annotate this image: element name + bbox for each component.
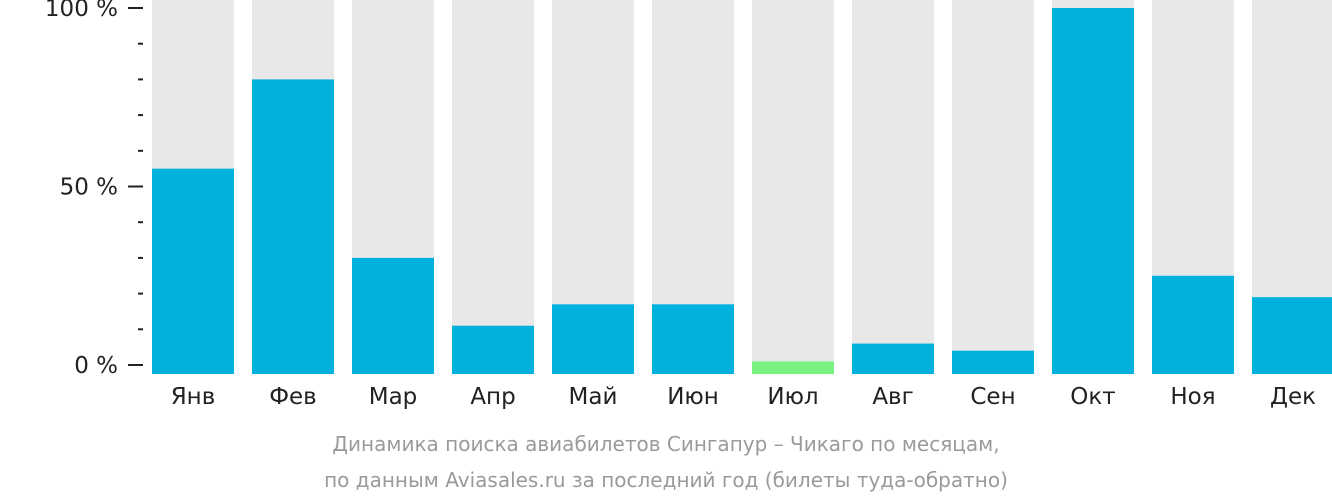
- bar-track: [452, 0, 534, 374]
- bar: [952, 350, 1034, 374]
- bar: [452, 325, 534, 374]
- x-tick-label: Фев: [269, 384, 317, 410]
- x-tick-label: Апр: [470, 384, 515, 410]
- x-tick-label: Май: [569, 384, 618, 410]
- y-tick-label: 0 %: [74, 353, 118, 379]
- y-tick-label: 100 %: [45, 0, 118, 22]
- x-tick-label: Ноя: [1170, 384, 1215, 410]
- x-tick-label: Июл: [767, 384, 818, 410]
- bar: [752, 361, 834, 374]
- x-tick-label: Авг: [872, 384, 913, 410]
- bar: [1152, 275, 1234, 374]
- x-tick-label: Сен: [970, 384, 1015, 410]
- bar-track: [852, 0, 934, 374]
- bar: [252, 79, 334, 375]
- x-tick-label: Июн: [667, 384, 719, 410]
- x-tick-label: Мар: [369, 384, 418, 410]
- bars: [152, 8, 1332, 375]
- bar: [1252, 297, 1332, 374]
- x-tick-label: Янв: [171, 384, 216, 410]
- bar-track: [952, 0, 1034, 374]
- x-tick-label: Окт: [1070, 384, 1115, 410]
- bar-track: [752, 0, 834, 374]
- y-axis: 0 % 50 % 100 %: [45, 0, 143, 379]
- bar: [852, 343, 934, 374]
- y-tick-label: 50 %: [60, 175, 118, 201]
- x-axis-labels: Янв Фев Мар Апр Май Июн Июл Авг Сен Окт Ноя Дек: [171, 384, 1316, 410]
- bar: [552, 304, 634, 374]
- bar: [352, 257, 434, 374]
- chart-caption-line-2: по данным Aviasales.ru за последний год …: [324, 468, 1008, 492]
- bar-chart: 0 % 50 % 100 % Янв Фев Мар Апр Май Июн Июл Авг Сен…: [45, 0, 1332, 410]
- chart-caption-line-1: Динамика поиска авиабилетов Сингапур – Ч…: [332, 432, 1000, 456]
- bar: [1052, 8, 1134, 374]
- x-tick-label: Дек: [1270, 384, 1316, 410]
- bar: [152, 168, 234, 374]
- bar: [652, 304, 734, 374]
